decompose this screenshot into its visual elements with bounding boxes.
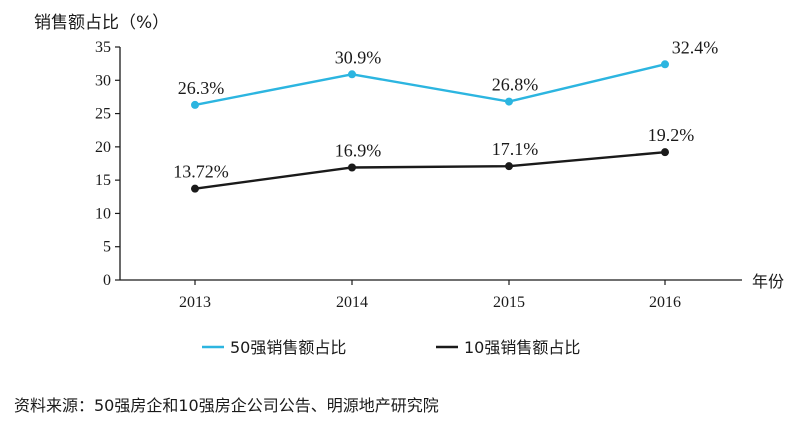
data-label: 26.8% <box>492 75 539 95</box>
series-2: 13.72% 16.9% 17.1% 19.2% <box>173 125 695 193</box>
series-1: 26.3% 30.9% 26.8% 32.4% <box>178 37 719 109</box>
legend-item-1: 50强销售额占比 <box>202 338 346 357</box>
data-point <box>505 97 513 106</box>
data-label: 16.9% <box>335 140 382 160</box>
y-tick-label: 10 <box>95 205 111 222</box>
y-axis-label: 销售额占比（%） <box>34 13 169 33</box>
y-tick-label: 25 <box>95 106 111 123</box>
data-point <box>191 100 199 109</box>
y-tick-label: 0 <box>103 272 111 289</box>
x-tick-label: 2015 <box>493 294 525 311</box>
y-tick-label: 35 <box>95 39 111 56</box>
series-line <box>194 63 666 107</box>
y-tick-label: 20 <box>95 139 111 156</box>
data-point <box>505 162 513 171</box>
source-note: 资料来源：50强房企和10强房企公司公告、明源地产研究院 <box>14 396 439 415</box>
data-point <box>661 60 669 69</box>
x-tick-label: 2016 <box>649 294 681 311</box>
x-tick-label: 2013 <box>179 294 211 311</box>
legend-label: 50强销售额占比 <box>230 338 346 357</box>
y-tick-label: 30 <box>95 72 111 89</box>
series-line <box>194 150 666 190</box>
data-point <box>348 70 356 79</box>
y-tick-label: 15 <box>95 172 111 189</box>
legend: 50强销售额占比 10强销售额占比 <box>202 338 580 357</box>
y-tick-label: 5 <box>103 239 111 256</box>
x-tick-label: 2014 <box>336 294 368 311</box>
axes: 0 5 10 15 20 25 30 35 2013 2014 2015 2016 <box>95 39 742 311</box>
data-label: 19.2% <box>648 125 695 145</box>
data-label: 30.9% <box>335 47 382 67</box>
data-point <box>191 184 199 193</box>
legend-label: 10强销售额占比 <box>464 338 580 357</box>
data-label: 17.1% <box>492 139 539 159</box>
x-axis-label: 年份 <box>752 272 784 291</box>
series-layer: 26.3% 30.9% 26.8% 32.4% 13.72% 16.9% 17.1% 19.2… <box>173 37 719 193</box>
data-point <box>348 163 356 172</box>
data-label: 26.3% <box>178 78 225 98</box>
data-label: 32.4% <box>672 37 719 57</box>
data-point <box>661 148 669 157</box>
data-label: 13.72% <box>173 162 229 182</box>
legend-item-2: 10强销售额占比 <box>436 338 580 357</box>
